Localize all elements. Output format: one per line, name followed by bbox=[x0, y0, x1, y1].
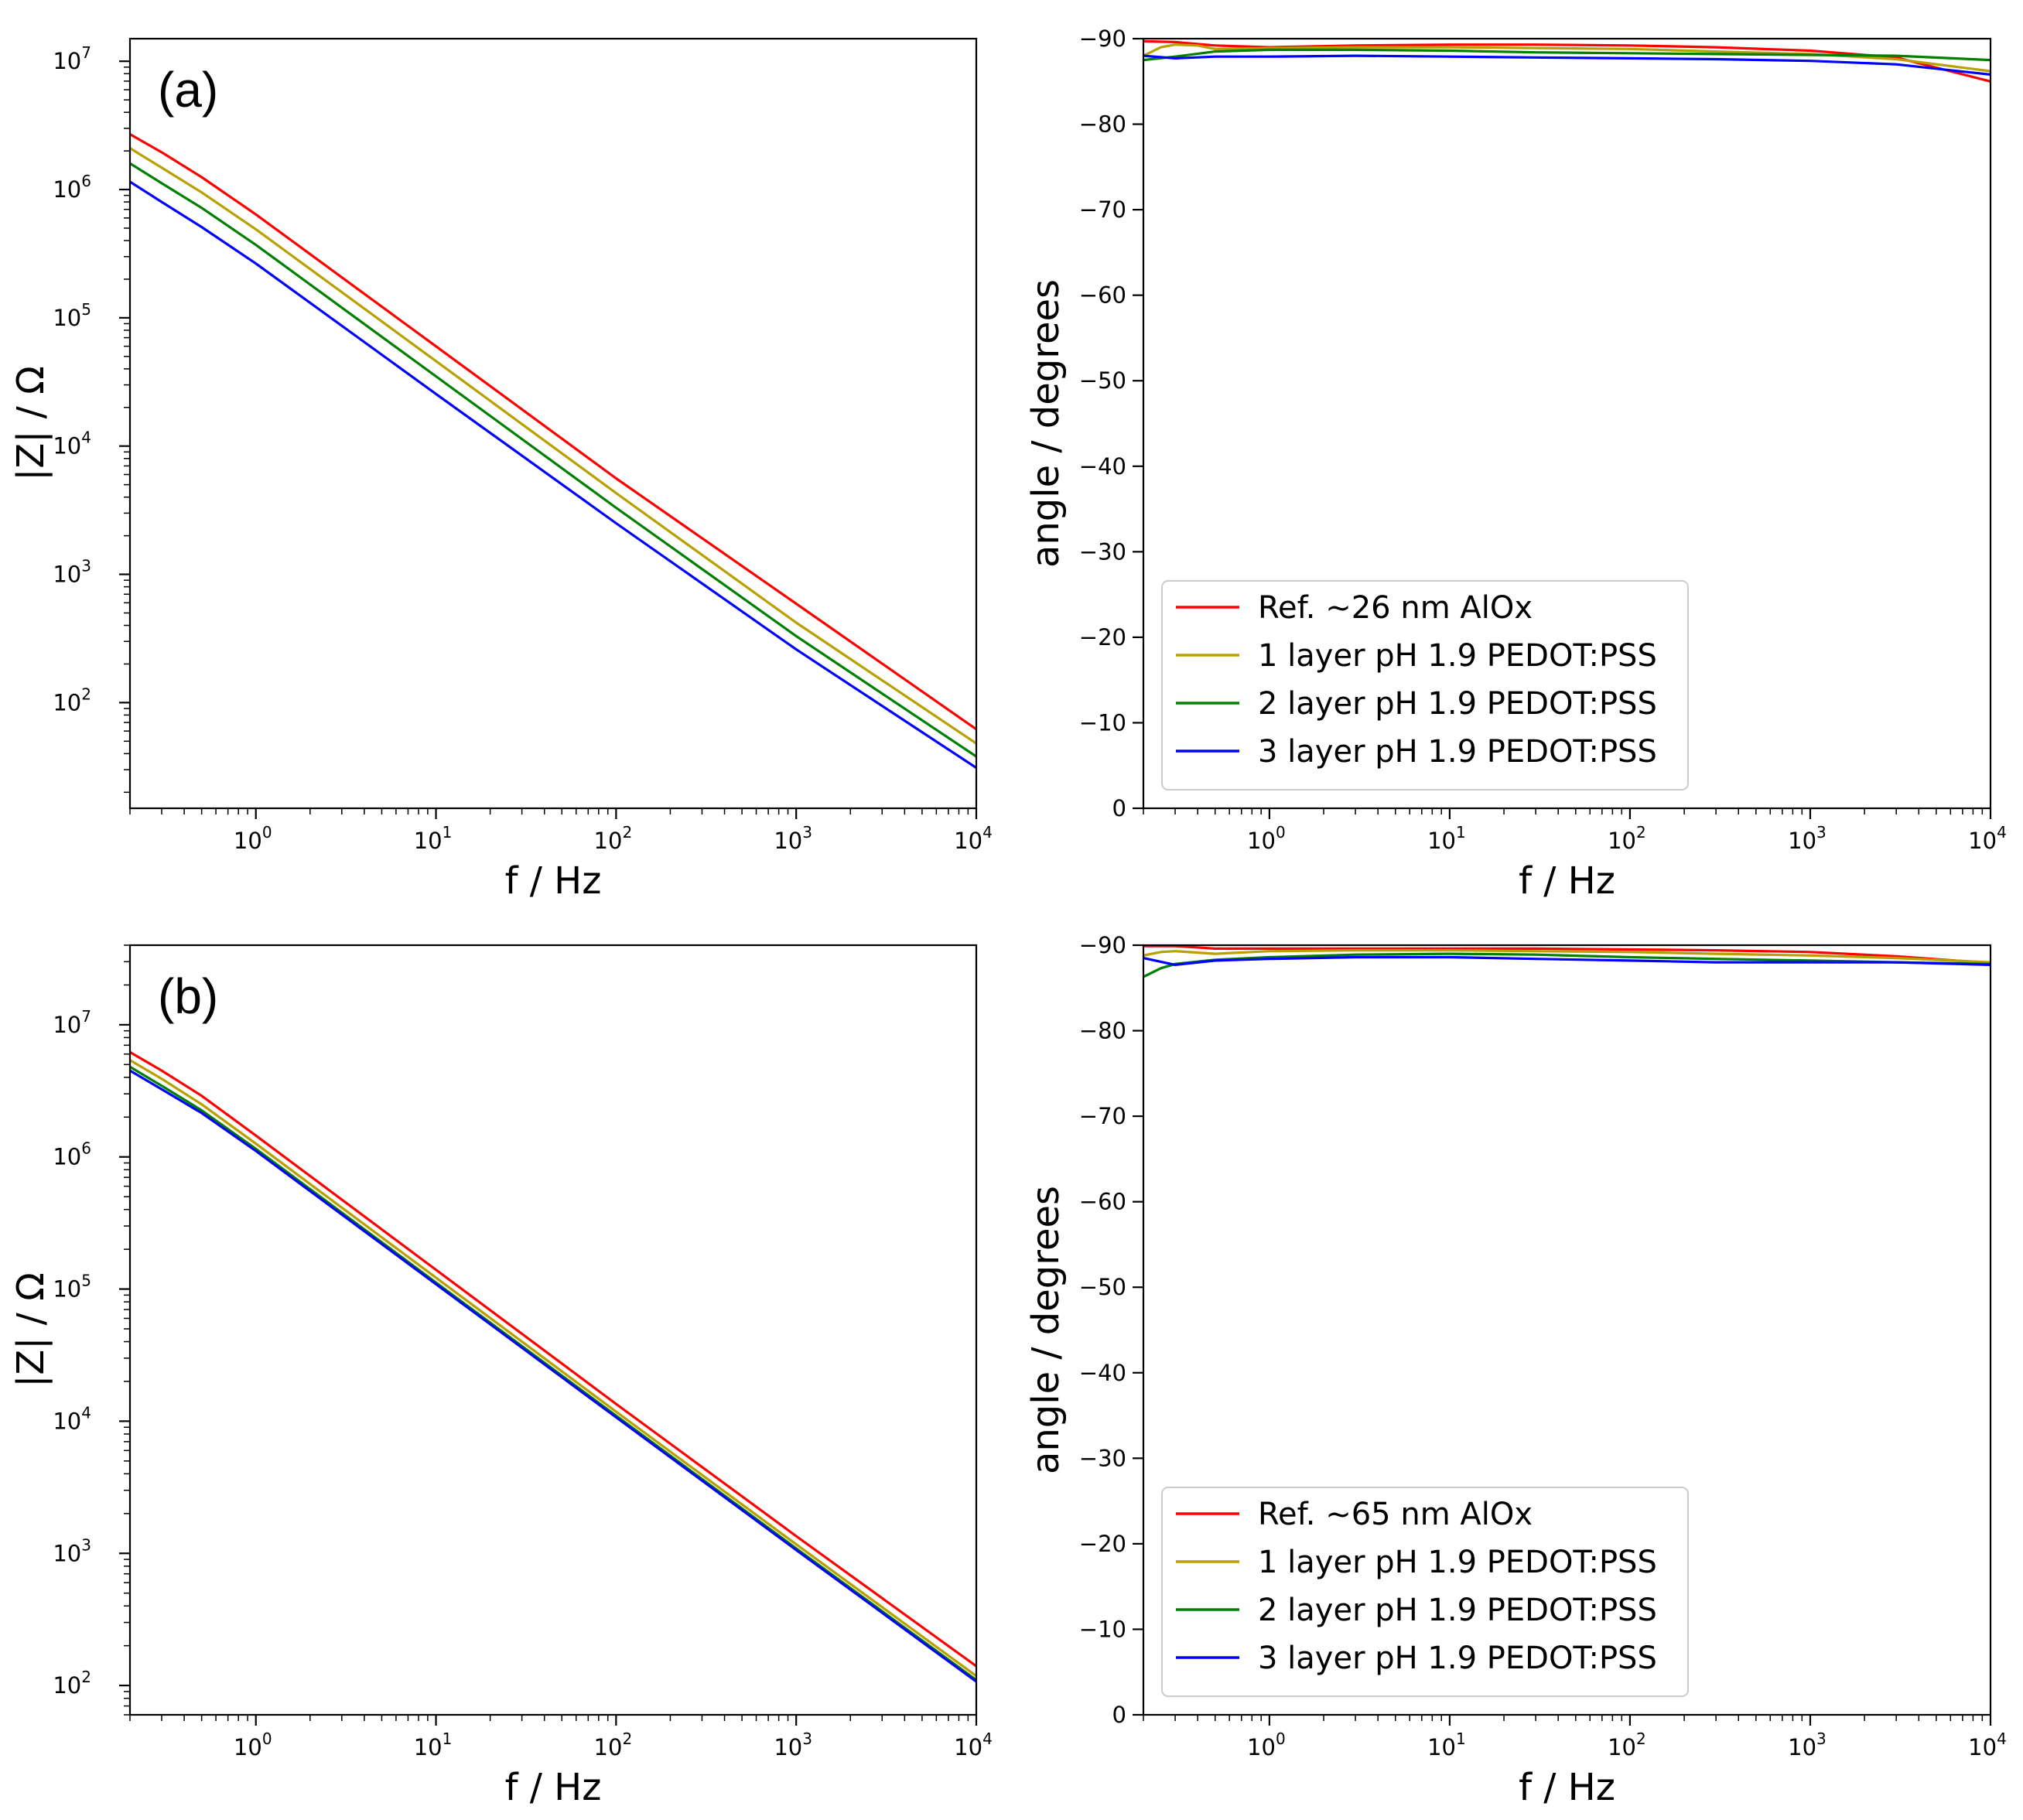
series-line-1 bbox=[1143, 39, 1991, 83]
legend: Ref. ~65 nm AlOx 1 layer pH 1.9 PEDOT:PSS… bbox=[1161, 1487, 1689, 1697]
y-tick-label: −90 bbox=[1079, 932, 1126, 958]
x-tick-label: 100 bbox=[234, 1730, 272, 1760]
chart-a-mag: 100 101 102 103 104 102 103 104 105 106 107 f / Hz |… bbox=[9, 37, 993, 903]
x-axis-label: f / Hz bbox=[505, 859, 602, 903]
y-tick-label: 106 bbox=[53, 1139, 91, 1170]
panel-label: (b) bbox=[158, 968, 218, 1024]
x-tick-label: 104 bbox=[1968, 823, 2007, 854]
legend-label: 3 layer pH 1.9 PEDOT:PSS bbox=[1258, 1641, 1657, 1676]
y-axis-label: |Z| / Ω bbox=[9, 1272, 53, 1388]
x-tick-label: 101 bbox=[414, 823, 453, 854]
y-tick-label: 106 bbox=[53, 172, 91, 203]
chart-b-mag: 100 101 102 103 104 102 103 104 105 106 107 f / Hz |… bbox=[9, 944, 993, 1809]
y-tick-label: −40 bbox=[1079, 1360, 1126, 1386]
series-line-1 bbox=[1143, 945, 1991, 965]
x-tick-label: 101 bbox=[414, 1730, 453, 1760]
series-line-4 bbox=[130, 180, 976, 770]
x-tick-label: 102 bbox=[1608, 1730, 1646, 1760]
plot-frame bbox=[128, 944, 978, 1716]
y-tick-label: 107 bbox=[53, 1007, 91, 1038]
y-tick-label: −50 bbox=[1079, 367, 1126, 394]
y-tick-label: −40 bbox=[1079, 453, 1126, 480]
legend-label: Ref. ~65 nm AlOx bbox=[1258, 1497, 1533, 1532]
legend-label: 3 layer pH 1.9 PEDOT:PSS bbox=[1258, 734, 1657, 770]
legend-label: 1 layer pH 1.9 PEDOT:PSS bbox=[1258, 1545, 1657, 1580]
y-tick-label: 104 bbox=[53, 1403, 91, 1434]
series-line-4 bbox=[1143, 54, 1991, 76]
y-tick-label: −70 bbox=[1079, 1103, 1126, 1129]
y-tick-label: 103 bbox=[53, 557, 91, 588]
y-tick-label: −10 bbox=[1079, 709, 1126, 736]
y-tick-label: 105 bbox=[53, 300, 91, 331]
y-tick-label: 104 bbox=[53, 429, 91, 459]
x-tick-label: 102 bbox=[1608, 823, 1646, 854]
series-line-2 bbox=[1143, 949, 1991, 964]
x-tick-label: 101 bbox=[1427, 823, 1466, 854]
x-tick-label: 102 bbox=[594, 1730, 633, 1760]
series-line-2 bbox=[130, 1059, 976, 1678]
series-line-3 bbox=[130, 1065, 976, 1682]
x-axis-label: f / Hz bbox=[1519, 1766, 1615, 1809]
legend-label: 2 layer pH 1.9 PEDOT:PSS bbox=[1258, 1593, 1657, 1628]
y-tick-label: 0 bbox=[1112, 1702, 1126, 1728]
x-tick-label: 100 bbox=[1247, 823, 1286, 854]
y-tick-label: −60 bbox=[1079, 1189, 1126, 1215]
x-tick-label: 103 bbox=[774, 1730, 812, 1760]
x-tick-label: 101 bbox=[1427, 1730, 1466, 1760]
plot-frame bbox=[1142, 37, 1992, 810]
series-line-1 bbox=[130, 133, 976, 731]
plot-frame bbox=[1142, 944, 1992, 1716]
y-tick-label: −80 bbox=[1079, 111, 1126, 138]
chart-a-phase: 100 101 102 103 104 0 −10 −20 −30 −40 −50 −60 −70 −80… bbox=[1024, 26, 2007, 903]
y-tick-label: 102 bbox=[53, 1668, 91, 1699]
x-tick-label: 103 bbox=[774, 823, 812, 854]
chart-b-phase: 100 101 102 103 104 0 −10 −20 −30 −40 −50 −60 −70 −80… bbox=[1024, 932, 2007, 1809]
y-tick-label: −60 bbox=[1079, 282, 1126, 309]
y-tick-label: −20 bbox=[1079, 624, 1126, 650]
y-tick-label: −70 bbox=[1079, 196, 1126, 223]
legend-label: Ref. ~26 nm AlOx bbox=[1258, 590, 1533, 626]
series-line-2 bbox=[130, 147, 976, 745]
legend-label: 2 layer pH 1.9 PEDOT:PSS bbox=[1258, 686, 1657, 722]
y-tick-label: −30 bbox=[1079, 538, 1126, 565]
x-axis-label: f / Hz bbox=[505, 1766, 602, 1809]
series-line-4 bbox=[130, 1069, 976, 1683]
x-tick-label: 104 bbox=[954, 1730, 993, 1760]
x-tick-label: 103 bbox=[1788, 1730, 1827, 1760]
x-tick-label: 100 bbox=[1247, 1730, 1286, 1760]
y-tick-label: −10 bbox=[1079, 1616, 1126, 1642]
y-tick-label: −90 bbox=[1079, 26, 1126, 52]
y-tick-label: 102 bbox=[53, 685, 91, 715]
y-tick-label: −50 bbox=[1079, 1274, 1126, 1300]
y-axis-label: angle / degrees bbox=[1024, 279, 1068, 568]
series-line-3 bbox=[130, 162, 976, 758]
y-axis-label: angle / degrees bbox=[1024, 1186, 1068, 1474]
y-tick-label: 107 bbox=[53, 43, 91, 74]
y-tick-label: 0 bbox=[1112, 795, 1126, 821]
x-axis-label: f / Hz bbox=[1519, 859, 1615, 903]
y-tick-label: −80 bbox=[1079, 1018, 1126, 1044]
x-tick-label: 103 bbox=[1788, 823, 1827, 854]
x-tick-label: 102 bbox=[594, 823, 633, 854]
x-tick-label: 100 bbox=[234, 823, 272, 854]
legend-box bbox=[1161, 1487, 1689, 1697]
x-tick-label: 104 bbox=[954, 823, 993, 854]
series-line-1 bbox=[130, 1050, 976, 1668]
series-line-4 bbox=[1143, 955, 1991, 966]
legend-box bbox=[1161, 580, 1689, 790]
legend-label: 1 layer pH 1.9 PEDOT:PSS bbox=[1258, 638, 1657, 674]
y-axis-label: |Z| / Ω bbox=[9, 366, 53, 481]
y-tick-label: 105 bbox=[53, 1272, 91, 1303]
y-tick-label: −20 bbox=[1079, 1531, 1126, 1557]
series-line-3 bbox=[1143, 48, 1991, 62]
legend: Ref. ~26 nm AlOx 1 layer pH 1.9 PEDOT:PSS… bbox=[1161, 580, 1689, 790]
x-tick-label: 104 bbox=[1968, 1730, 2007, 1760]
panel-label: (a) bbox=[158, 62, 218, 118]
y-tick-label: 103 bbox=[53, 1535, 91, 1566]
plot-frame bbox=[128, 37, 978, 810]
y-tick-label: −30 bbox=[1079, 1445, 1126, 1471]
